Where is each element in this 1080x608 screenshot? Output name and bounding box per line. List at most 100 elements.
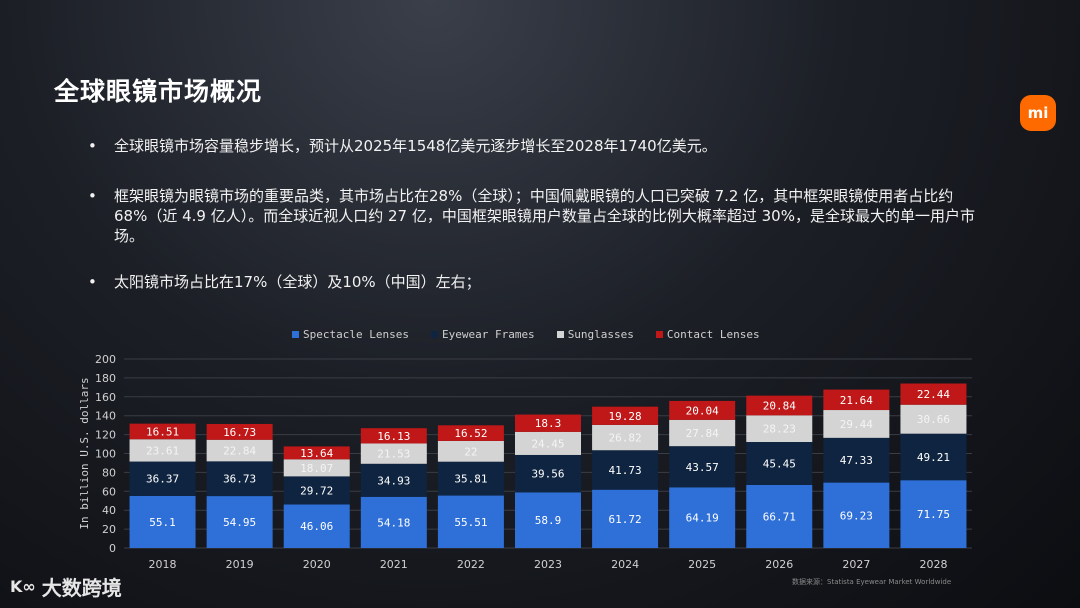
data-label: 61.72 — [609, 513, 642, 526]
brand-logo-icon: mi — [1020, 95, 1056, 131]
bar-segment — [592, 489, 659, 548]
bullet-sunglasses-share: 太阳镜市场占比在17%（全球）及10%（中国）左右； — [88, 272, 481, 292]
data-label: 64.19 — [686, 512, 719, 525]
data-label: 36.73 — [223, 473, 256, 486]
x-tick-label: 2026 — [765, 558, 793, 571]
bar-segment — [515, 492, 581, 548]
bar-segment — [283, 476, 350, 505]
legend-swatch — [430, 331, 438, 338]
bar-segment — [129, 439, 196, 462]
legend-item: Spectacle Lenses — [292, 328, 409, 341]
data-label: 54.18 — [377, 516, 410, 529]
x-tick-label: 2022 — [457, 558, 485, 571]
bar-segment — [823, 389, 890, 411]
data-label: 45.45 — [763, 457, 796, 470]
x-tick-label: 2027 — [842, 558, 870, 571]
watermark-text: 大数跨境 — [41, 576, 122, 600]
y-tick-label: 200 — [95, 353, 116, 366]
bar-segment — [592, 406, 659, 425]
bar-segment — [129, 495, 196, 548]
bar-segment — [283, 446, 350, 460]
data-label: 22 — [464, 445, 477, 458]
bar-segment — [360, 463, 427, 497]
chart-legend: Spectacle Lenses Eyewear Frames Sunglass… — [292, 328, 760, 341]
data-label: 41.73 — [609, 464, 642, 477]
data-label: 54.95 — [223, 516, 256, 529]
data-label: 69.23 — [840, 509, 873, 522]
bar-segment — [515, 414, 581, 432]
data-label: 36.37 — [146, 473, 179, 486]
bar-segment — [669, 487, 736, 548]
bar-segment — [360, 443, 427, 464]
bar-segment — [823, 410, 890, 438]
bar-segment — [823, 482, 890, 548]
bar-segment — [669, 446, 736, 488]
bar-segment — [746, 484, 813, 548]
data-label: 16.73 — [223, 426, 256, 439]
bar-segment — [669, 400, 736, 420]
bar-segment — [437, 495, 504, 548]
bullet-market-growth: 全球眼镜市场容量稳步增长，预计从2025年1548亿美元逐步增长至2028年17… — [88, 136, 717, 156]
bar-segment — [746, 442, 813, 485]
data-label: 19.28 — [609, 410, 642, 423]
bar-segment — [900, 383, 967, 405]
bar-segment — [900, 480, 967, 548]
bullet-frames-share: 框架眼镜为眼镜市场的重要品类，其市场占比在28%（全球）；中国佩戴眼镜的人口已突… — [88, 186, 988, 246]
bar-segment — [515, 454, 581, 493]
y-tick-label: 40 — [102, 504, 116, 517]
data-label: 22.44 — [917, 388, 950, 401]
data-label: 29.44 — [840, 418, 873, 431]
stacked-bar-chart: 0 20 40 60 80 100 120 140 160 180 200 In billion U.… — [78, 353, 972, 571]
bar-segment — [129, 461, 196, 496]
y-tick-label: 20 — [102, 523, 116, 536]
bar-segment — [437, 425, 504, 441]
data-label: 28.23 — [763, 423, 796, 436]
data-label: 66.71 — [763, 510, 796, 523]
data-label: 71.75 — [917, 508, 950, 521]
y-tick-label: 120 — [95, 429, 116, 442]
bar-segment — [283, 504, 350, 548]
bar-segment — [900, 433, 967, 481]
bar-segment — [283, 459, 350, 477]
data-label: 49.21 — [917, 451, 950, 464]
data-label: 43.57 — [686, 461, 719, 474]
bar-segment — [206, 439, 273, 462]
legend-item: Contact Lenses — [655, 328, 760, 341]
legend-label: Sunglasses — [567, 328, 634, 341]
data-label: 21.53 — [377, 448, 410, 461]
watermark-logo-icon: K∞ — [10, 577, 36, 596]
data-source-note: 数据来源：Statista Eyewear Market Worldwide — [792, 578, 952, 586]
legend-swatch — [292, 331, 299, 338]
data-label: 55.1 — [149, 516, 176, 529]
x-tick-label: 2028 — [919, 558, 947, 571]
data-label: 16.52 — [454, 427, 487, 440]
data-label: 16.51 — [146, 425, 179, 438]
bar-segment — [669, 419, 736, 447]
legend-swatch — [655, 331, 663, 338]
data-label: 16.13 — [377, 430, 410, 443]
bar-segment — [592, 450, 659, 490]
y-tick-label: 0 — [109, 542, 116, 555]
data-label: 18.07 — [300, 462, 333, 475]
y-tick-label: 80 — [102, 466, 116, 479]
legend-swatch — [556, 331, 564, 338]
y-tick-label: 100 — [95, 448, 116, 461]
x-tick-label: 2025 — [688, 558, 716, 571]
data-label: 21.64 — [840, 394, 873, 407]
data-label: 23.61 — [146, 444, 179, 457]
y-axis-label: In billion U.S. dollars — [78, 377, 91, 529]
data-label: 22.84 — [223, 445, 256, 458]
data-label: 24.45 — [531, 437, 564, 450]
bar-segment — [129, 423, 196, 440]
bar-segment — [437, 440, 504, 462]
data-label: 26.82 — [609, 432, 642, 445]
bar-segment — [515, 431, 581, 455]
bar-segment — [206, 461, 273, 497]
data-label: 46.06 — [300, 520, 333, 533]
x-tick-label: 2018 — [149, 558, 177, 571]
x-tick-label: 2020 — [303, 558, 331, 571]
data-label: 27.84 — [686, 427, 719, 440]
bar-segment — [360, 496, 427, 548]
legend-item: Eyewear Frames — [430, 328, 535, 341]
data-label: 20.84 — [763, 399, 796, 412]
